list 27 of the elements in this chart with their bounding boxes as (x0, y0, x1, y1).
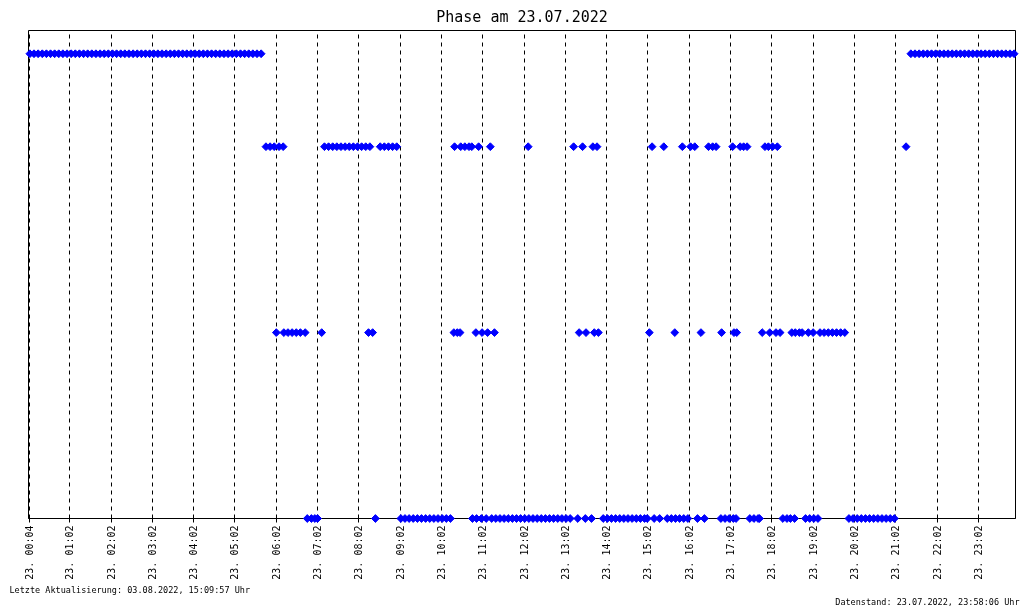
x-tick-label: 23. 05:02 (229, 525, 241, 580)
x-tick-label: 23. 16:02 (683, 525, 695, 580)
x-tick-label: 23. 10:02 (435, 525, 447, 580)
x-tick-label: 23. 04:02 (188, 525, 200, 580)
x-tick-label: 23. 19:02 (807, 525, 819, 580)
text: Datenstand: 23.07.2022, 23:58:06 Uhr (835, 596, 1020, 606)
x-tick-label: 23. 09:02 (394, 525, 406, 580)
x-tick-label: 23. 01:02 (64, 525, 76, 580)
x-tick-label: 23. 00:04 (24, 525, 36, 580)
x-tick-label: 23. 15:02 (642, 525, 654, 580)
x-tick-label: 23. 07:02 (312, 525, 324, 580)
x-tick-label: 23. 06:02 (270, 525, 282, 580)
chart-title: Phase am 23.07.2022 (436, 7, 608, 26)
x-tick-label: 23. 14:02 (601, 525, 613, 580)
x-tick-label: 23. 08:02 (353, 525, 365, 580)
x-tick-label: 23. 23:02 (972, 525, 984, 580)
x-tick-label: 23. 17:02 (725, 525, 737, 580)
x-tick-label: 23. 03:02 (146, 525, 158, 580)
text: Letzte Aktualisierung: 03.08.2022, 15:09:57 Uhr (9, 584, 251, 595)
x-tick-label: 23. 22:02 (931, 525, 943, 580)
x-tick-label: 23. 18:02 (766, 525, 778, 580)
x-tick-label: 23. 12:02 (518, 525, 530, 580)
x-tick-label: 23. 20:02 (848, 525, 860, 580)
x-tick-label: 23. 11:02 (477, 525, 489, 580)
x-tick-label: 23. 02:02 (105, 525, 117, 580)
x-tick-label: 23. 13:02 (559, 525, 571, 580)
x-tick-label: 23. 21:02 (890, 525, 902, 580)
